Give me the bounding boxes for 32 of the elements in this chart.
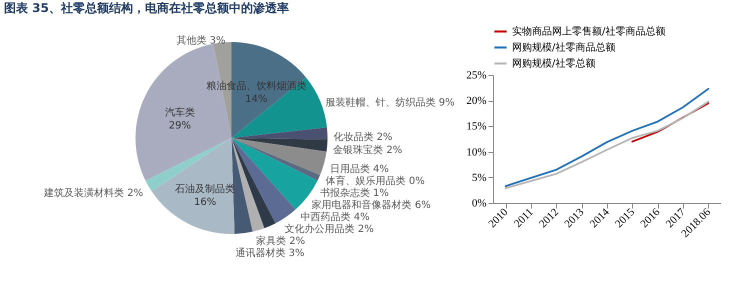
y-tick-label: 15% — [466, 120, 486, 133]
slice-label: 服装鞋帽、针、纺织品类 9% — [326, 96, 455, 109]
y-tick-label: 20% — [466, 95, 486, 108]
data-label: 14% — [245, 94, 268, 105]
legend-label: 网购规模/社零商品总额 — [512, 42, 616, 54]
y-tick-label: 25% — [466, 70, 486, 82]
slice-label: 化妆品类 2% — [333, 131, 392, 144]
slice-label: 中西药品类 4% — [300, 211, 370, 223]
slice-label: 日用品类 4% — [330, 163, 389, 175]
category-label: 体育、娱乐用品类 0% — [326, 176, 425, 187]
legend-label: 网购规模/社零总额 — [512, 58, 596, 70]
pie-slice — [232, 138, 327, 176]
legend-label: 实物商品网上零售额/社零商品总额 — [512, 26, 666, 38]
data-label: 29% — [168, 120, 192, 132]
y-tick-label: 5% — [472, 172, 486, 184]
line-series — [631, 102, 710, 142]
pie-slice — [152, 138, 235, 234]
slice-label: 书报杂志类 1% — [320, 187, 389, 199]
slice-label: 家用电器和音像器材类 6% — [312, 199, 431, 211]
slice-label: 文化办公用品类 2% — [284, 223, 374, 235]
pie-slice — [232, 127, 328, 140]
slice-label: 汽车类 — [164, 106, 195, 118]
y-tick-label: 0% — [472, 198, 486, 210]
y-tick-label: 10% — [466, 146, 486, 158]
slice-label: 金银珠宝类 2% — [333, 144, 402, 156]
x-tick-label: 2011 — [512, 206, 536, 230]
slice-label: 家具类 2% — [256, 235, 306, 247]
slice-label: 建筑及装潢材料类 2% — [43, 187, 144, 199]
pie-slice — [232, 138, 320, 181]
pie-slice — [232, 138, 328, 152]
data-label: 16% — [194, 197, 216, 208]
slice-label: 通讯器材类 3% — [236, 247, 305, 259]
